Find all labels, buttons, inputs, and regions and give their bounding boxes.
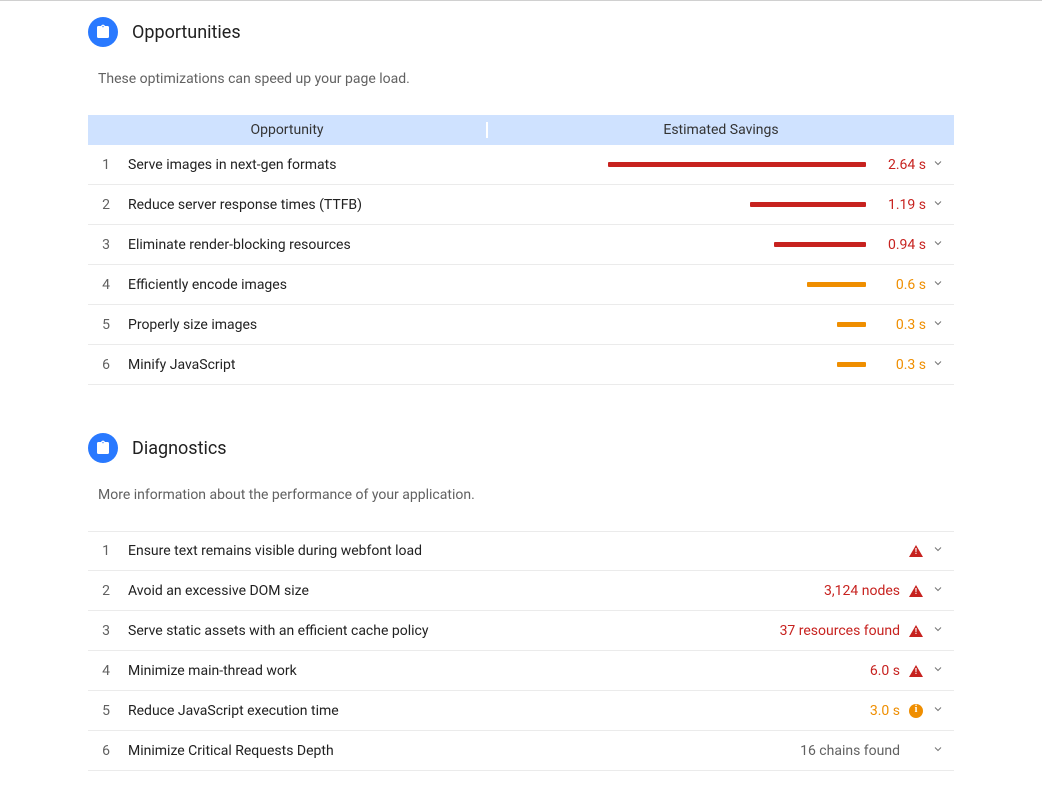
diagnostic-label: Avoid an excessive DOM size [120, 583, 824, 599]
opportunities-description: These optimizations can speed up your pa… [88, 71, 954, 87]
diagnostic-row[interactable]: 4Minimize main-thread work6.0 s [88, 651, 954, 691]
savings-bar-track [486, 162, 866, 167]
savings-value: 0.3 s [876, 357, 926, 373]
diagnostic-label: Serve static assets with an efficient ca… [120, 623, 780, 639]
row-index: 1 [92, 543, 120, 559]
chevron-down-icon[interactable] [926, 623, 950, 639]
diagnostic-value: 3.0 s [870, 703, 906, 719]
savings-bar-track [486, 322, 866, 327]
diagnostic-label: Minimize main-thread work [120, 663, 870, 679]
opportunity-row[interactable]: 2Reduce server response times (TTFB) 1.19… [88, 185, 954, 225]
warning-triangle-icon [906, 585, 926, 597]
opportunity-row[interactable]: 4Efficiently encode images 0.6 s [88, 265, 954, 305]
column-header-opportunity: Opportunity [88, 122, 488, 138]
savings-value: 0.6 s [876, 277, 926, 293]
chevron-down-icon[interactable] [926, 317, 950, 333]
clipboard-icon [88, 433, 118, 463]
savings-bar [837, 322, 866, 327]
row-index: 6 [92, 357, 120, 373]
opportunity-row[interactable]: 3Eliminate render-blocking resources 0.94… [88, 225, 954, 265]
warning-triangle-icon [906, 625, 926, 637]
savings-value: 0.3 s [876, 317, 926, 333]
savings-value: 1.19 s [876, 197, 926, 213]
savings-bar-track [486, 362, 866, 367]
opportunities-table-header: Opportunity Estimated Savings [88, 115, 954, 145]
savings-bar [750, 202, 866, 207]
opportunity-label: Serve images in next-gen formats [120, 157, 486, 173]
diagnostic-label: Ensure text remains visible during webfo… [120, 543, 900, 559]
clipboard-icon [88, 17, 118, 47]
info-circle-icon [906, 704, 926, 718]
diagnostic-row[interactable]: 6Minimize Critical Requests Depth16 chai… [88, 731, 954, 771]
diagnostic-value: 16 chains found [800, 743, 906, 759]
row-index: 4 [92, 663, 120, 679]
diagnostics-title: Diagnostics [132, 438, 227, 459]
opportunity-row[interactable]: 6Minify JavaScript 0.3 s [88, 345, 954, 385]
row-index: 3 [92, 237, 120, 253]
opportunity-label: Properly size images [120, 317, 486, 333]
opportunity-label: Eliminate render-blocking resources [120, 237, 486, 253]
savings-bar-track [486, 242, 866, 247]
savings-value: 0.94 s [876, 237, 926, 253]
diagnostic-label: Reduce JavaScript execution time [120, 703, 870, 719]
row-index: 3 [92, 623, 120, 639]
row-index: 2 [92, 583, 120, 599]
chevron-down-icon[interactable] [926, 237, 950, 253]
savings-bar [807, 282, 866, 287]
row-index: 4 [92, 277, 120, 293]
savings-bar [837, 362, 866, 367]
diagnostic-row[interactable]: 3Serve static assets with an efficient c… [88, 611, 954, 651]
diagnostic-label: Minimize Critical Requests Depth [120, 743, 800, 759]
diagnostic-row[interactable]: 1Ensure text remains visible during webf… [88, 531, 954, 571]
savings-bar-track [486, 282, 866, 287]
savings-value: 2.64 s [876, 157, 926, 173]
chevron-down-icon[interactable] [926, 743, 950, 759]
opportunities-rows: 1Serve images in next-gen formats 2.64 s 2… [88, 145, 954, 385]
chevron-down-icon[interactable] [926, 277, 950, 293]
row-index: 6 [92, 743, 120, 759]
chevron-down-icon[interactable] [926, 543, 950, 559]
warning-triangle-icon [906, 665, 926, 677]
savings-bar [608, 162, 866, 167]
diagnostic-row[interactable]: 5Reduce JavaScript execution time3.0 s [88, 691, 954, 731]
diagnostics-description: More information about the performance o… [88, 487, 954, 503]
chevron-down-icon[interactable] [926, 197, 950, 213]
diagnostics-rows: 1Ensure text remains visible during webf… [88, 531, 954, 771]
diagnostic-row[interactable]: 2Avoid an excessive DOM size3,124 nodes [88, 571, 954, 611]
diagnostic-value: 6.0 s [870, 663, 906, 679]
chevron-down-icon[interactable] [926, 357, 950, 373]
opportunity-label: Minify JavaScript [120, 357, 486, 373]
row-index: 5 [92, 703, 120, 719]
chevron-down-icon[interactable] [926, 583, 950, 599]
chevron-down-icon[interactable] [926, 663, 950, 679]
opportunities-title: Opportunities [132, 22, 241, 43]
diagnostic-value: 37 resources found [780, 623, 906, 639]
row-index: 2 [92, 197, 120, 213]
row-index: 5 [92, 317, 120, 333]
warning-triangle-icon [906, 545, 926, 557]
chevron-down-icon[interactable] [926, 157, 950, 173]
opportunities-header: Opportunities [88, 17, 954, 47]
diagnostic-value: 3,124 nodes [824, 583, 906, 599]
savings-bar-track [486, 202, 866, 207]
column-header-savings: Estimated Savings [488, 122, 954, 138]
chevron-down-icon[interactable] [926, 703, 950, 719]
opportunity-row[interactable]: 1Serve images in next-gen formats 2.64 s [88, 145, 954, 185]
opportunity-row[interactable]: 5Properly size images 0.3 s [88, 305, 954, 345]
savings-bar [774, 242, 866, 247]
row-index: 1 [92, 157, 120, 173]
opportunity-label: Efficiently encode images [120, 277, 486, 293]
diagnostics-header: Diagnostics [88, 433, 954, 463]
opportunity-label: Reduce server response times (TTFB) [120, 197, 486, 213]
